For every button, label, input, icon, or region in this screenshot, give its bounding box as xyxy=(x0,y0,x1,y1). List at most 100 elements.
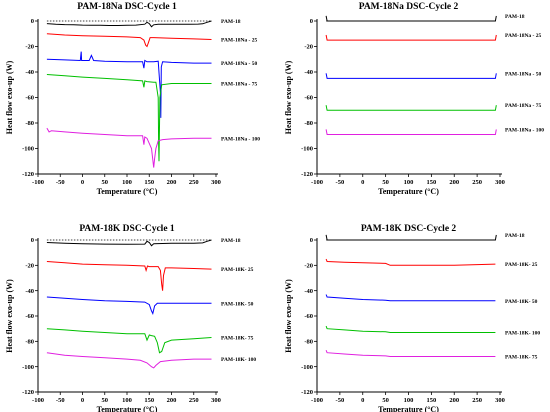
x-tick-label: 150 xyxy=(427,179,437,186)
series-label: PAM-18K- 25 xyxy=(221,267,254,273)
y-axis-label: Heat flow exo-up (W) xyxy=(284,60,293,134)
y-tick-label: 0 xyxy=(310,18,313,25)
series-line-2 xyxy=(46,261,212,291)
x-tick-label: 0 xyxy=(81,397,84,404)
y-tick-label: 0 xyxy=(31,18,34,25)
y-tick-label: -120 xyxy=(301,389,313,396)
x-tick-label: 250 xyxy=(189,397,199,404)
x-tick-label: 200 xyxy=(167,397,177,404)
y-tick-label: -40 xyxy=(304,69,313,76)
y-tick-label: -40 xyxy=(304,288,313,295)
x-tick-label: 300 xyxy=(495,397,505,404)
x-tick-label: 200 xyxy=(167,179,177,186)
x-tick-label: -100 xyxy=(311,397,323,404)
y-tick-label: -120 xyxy=(22,171,34,178)
y-tick-label: -60 xyxy=(25,313,34,320)
series-label: PAM-18Na - 100 xyxy=(505,127,544,133)
x-tick-label: 150 xyxy=(144,179,154,186)
y-tick-label: -100 xyxy=(22,146,34,153)
y-tick-label: -120 xyxy=(301,171,313,178)
series-line-4 xyxy=(325,325,496,333)
y-tick-label: -80 xyxy=(25,120,34,127)
series-label: PAM-18K- 25 xyxy=(505,262,538,268)
x-tick-label: 150 xyxy=(427,397,437,404)
series-label: PAM-18 xyxy=(505,14,525,20)
series-label: PAM-18Na - 50 xyxy=(221,61,257,67)
series-label: PAM-18Na - 25 xyxy=(221,37,257,43)
x-tick-label: -100 xyxy=(32,397,44,404)
x-tick-label: -50 xyxy=(56,397,65,404)
series-line-1 xyxy=(325,15,497,22)
series-line-2 xyxy=(325,34,497,41)
chart-panel-4: PAM-18K DSC-Cycle 2-120-100-80-60-40-200… xyxy=(284,224,540,412)
x-tick-label: 100 xyxy=(122,179,132,186)
y-axis-label: Heat flow exo-up (W) xyxy=(284,279,293,353)
x-axis-label: Temperature (°C) xyxy=(97,187,158,196)
series-line-1 xyxy=(46,239,212,247)
y-tick-label: -20 xyxy=(25,263,34,270)
y-tick-label: -40 xyxy=(25,69,34,76)
x-tick-label: 0 xyxy=(361,179,364,186)
x-tick-label: 50 xyxy=(382,179,389,186)
series-label: PAM-18 xyxy=(221,238,241,244)
x-tick-label: 100 xyxy=(404,179,414,186)
y-tick-label: -100 xyxy=(301,146,313,153)
x-tick-label: 100 xyxy=(404,397,414,404)
x-tick-label: 250 xyxy=(472,179,482,186)
y-tick-label: -60 xyxy=(304,313,313,320)
series-line-3 xyxy=(325,294,496,302)
x-tick-label: -50 xyxy=(336,397,345,404)
chart-title: PAM-18Na DSC-Cycle 1 xyxy=(77,2,177,12)
x-tick-label: -50 xyxy=(56,179,65,186)
series-label: PAM-18K- 75 xyxy=(505,355,538,361)
series-line-5 xyxy=(325,350,496,357)
series-line-3 xyxy=(46,51,212,118)
chart-panel-3: PAM-18K DSC-Cycle 1-120-100-80-60-40-200… xyxy=(5,224,256,412)
series-line-3 xyxy=(46,296,212,315)
y-axis-label: Heat flow exo-up (W) xyxy=(5,279,14,353)
series-line-5 xyxy=(325,129,497,135)
x-tick-label: 0 xyxy=(361,397,364,404)
chart-panel-1: PAM-18Na DSC-Cycle 1-120-100-80-60-40-20… xyxy=(5,2,260,196)
series-line-4 xyxy=(46,74,212,162)
series-line-2 xyxy=(325,258,496,266)
series-line-3 xyxy=(325,73,497,79)
x-tick-label: 50 xyxy=(102,179,109,186)
y-tick-label: -60 xyxy=(25,95,34,102)
series-label: PAM-18Na - 75 xyxy=(221,81,257,87)
y-tick-label: -40 xyxy=(25,288,34,295)
x-tick-label: 50 xyxy=(382,397,389,404)
y-tick-label: 0 xyxy=(310,237,313,244)
chart-panel-2: PAM-18Na DSC-Cycle 2-120-100-80-60-40-20… xyxy=(284,2,544,196)
y-tick-label: -20 xyxy=(304,44,313,51)
y-tick-label: -100 xyxy=(22,364,34,371)
y-axis-label: Heat flow exo-up (W) xyxy=(5,60,14,134)
series-line-1 xyxy=(46,20,212,28)
x-axis-label: Temperature (°C) xyxy=(97,405,158,412)
series-label: PAM-18K- 100 xyxy=(505,330,540,336)
x-tick-label: 250 xyxy=(472,397,482,404)
x-axis-label: Temperature (°C) xyxy=(378,187,439,196)
series-label: PAM-18K- 100 xyxy=(221,357,256,363)
y-tick-label: -120 xyxy=(22,389,34,396)
y-tick-label: -20 xyxy=(304,263,313,270)
series-line-4 xyxy=(325,105,497,111)
x-tick-label: -100 xyxy=(32,179,44,186)
chart-title: PAM-18Na DSC-Cycle 2 xyxy=(359,2,459,12)
series-label: PAM-18K- 75 xyxy=(221,336,254,342)
y-tick-label: -60 xyxy=(304,95,313,102)
series-label: PAM-18K- 50 xyxy=(221,301,254,307)
y-tick-label: -80 xyxy=(304,120,313,127)
x-tick-label: 50 xyxy=(102,397,109,404)
x-tick-label: -100 xyxy=(311,179,323,186)
series-line-5 xyxy=(46,352,212,369)
series-line-4 xyxy=(46,328,212,354)
series-line-2 xyxy=(46,33,212,48)
series-label: PAM-18 xyxy=(505,233,525,239)
x-tick-label: 250 xyxy=(189,179,199,186)
series-label: PAM-18Na - 100 xyxy=(221,136,260,142)
x-tick-label: 200 xyxy=(449,179,459,186)
series-label: PAM-18 xyxy=(221,19,241,25)
y-tick-label: -80 xyxy=(25,339,34,346)
